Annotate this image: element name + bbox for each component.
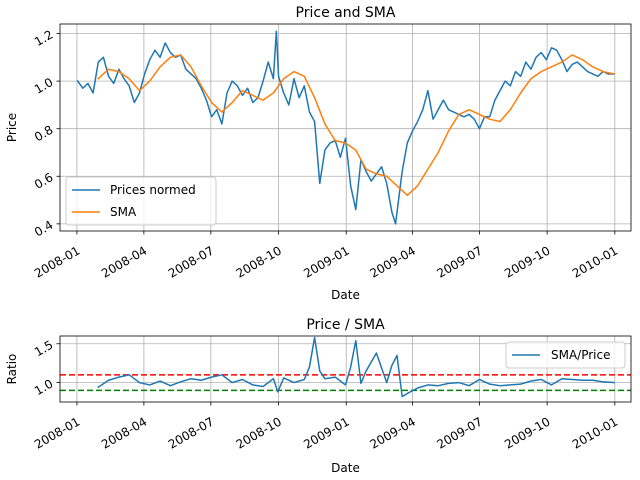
x-axis-label: Date bbox=[331, 461, 360, 475]
series-line-sma-price bbox=[97, 336, 615, 398]
series-line-sma bbox=[97, 54, 615, 197]
legend-box bbox=[505, 341, 626, 369]
reference-lines bbox=[60, 374, 631, 392]
legend-label-ratio: SMA/Price bbox=[551, 348, 611, 362]
x-axis-label: Date bbox=[331, 288, 360, 302]
price-sma-ratio-chart: Price / SMA 2008-01 2008-04 2008-07 2008-10… bbox=[5, 317, 632, 475]
chart-title: Price and SMA bbox=[296, 5, 396, 21]
legend-box bbox=[65, 176, 217, 226]
legend-label-prices: Prices normed bbox=[110, 183, 196, 197]
axes-frame bbox=[59, 23, 632, 232]
plot-lines bbox=[97, 336, 615, 398]
legend: SMA/Price bbox=[505, 341, 626, 369]
plot-lines bbox=[76, 30, 615, 225]
legend: Prices normed SMA bbox=[65, 176, 217, 226]
series-line-prices-normed bbox=[76, 30, 615, 225]
axes-frame bbox=[59, 335, 632, 403]
y-axis-label: Price bbox=[5, 113, 19, 142]
y-axis-label: Ratio bbox=[5, 354, 19, 385]
chart-title: Price / SMA bbox=[306, 317, 385, 333]
legend-label-sma: SMA bbox=[110, 205, 137, 219]
